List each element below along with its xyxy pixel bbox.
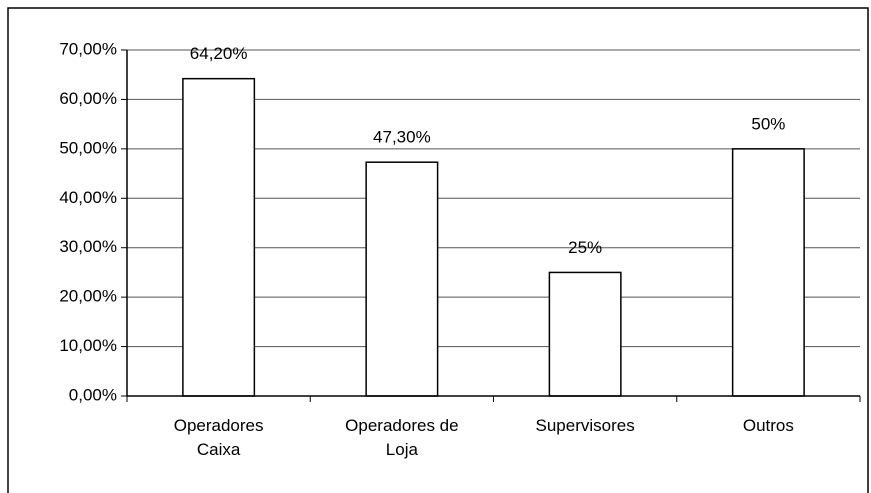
value-label: 47,30% [373,128,431,147]
x-tick-label: Supervisores [535,416,635,435]
y-tick-label: 20,00% [59,287,117,306]
y-tick-label: 50,00% [59,138,117,157]
bar [731,148,805,397]
x-tick-label: Operadores de Loja [345,416,459,459]
y-tick-label: 40,00% [59,188,117,207]
x-tick-label: Operadores Caixa [173,416,264,459]
y-tick-label: 30,00% [59,237,117,256]
bar [182,77,256,397]
y-tick-label: 10,00% [59,336,117,355]
bar [548,271,622,397]
value-label: 64,20% [190,44,248,63]
value-label: 50% [751,114,785,133]
bar [365,161,439,397]
y-tick-label: 70,00% [59,39,117,58]
x-tick-label: Outros [742,416,794,435]
y-tick-label: 60,00% [59,89,117,108]
chart-frame [7,7,869,493]
value-label: 25% [568,238,602,257]
y-tick-label: 0,00% [69,385,117,404]
